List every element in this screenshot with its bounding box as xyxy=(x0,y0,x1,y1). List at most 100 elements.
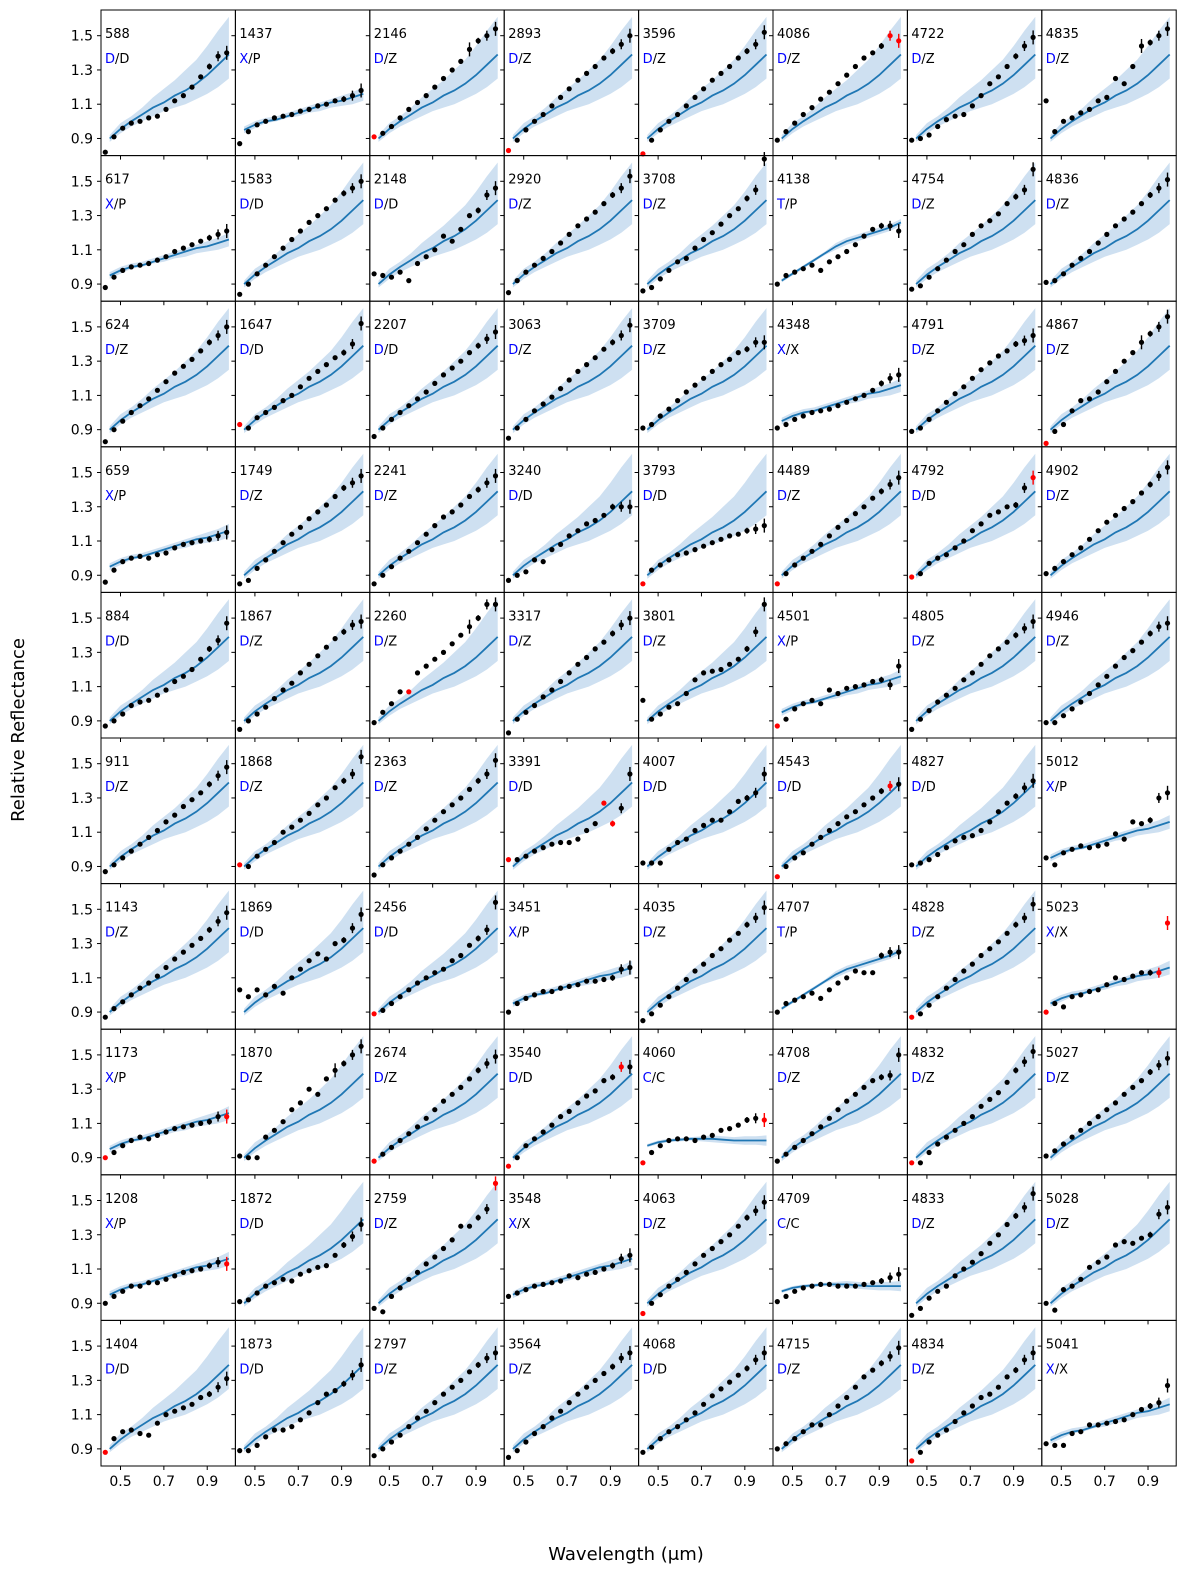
data-point xyxy=(358,1362,364,1368)
data-point xyxy=(657,860,663,866)
data-point xyxy=(1138,821,1145,827)
class-secondary: /D xyxy=(384,926,398,941)
y-tick-label: 0.9 xyxy=(71,1442,93,1458)
model-band xyxy=(647,890,767,1016)
data-point xyxy=(206,1119,212,1125)
data-point xyxy=(432,84,438,90)
data-point xyxy=(878,1278,885,1284)
data-point xyxy=(818,541,824,548)
data-point xyxy=(423,1115,429,1121)
data-point xyxy=(943,257,950,263)
data-point xyxy=(458,1084,464,1090)
data-point xyxy=(1060,850,1067,856)
data-point xyxy=(952,248,958,255)
data-point xyxy=(414,980,421,986)
data-point xyxy=(818,96,824,102)
y-tick-label: 1.3 xyxy=(71,354,93,370)
data-point xyxy=(575,1275,581,1281)
model-mean-line xyxy=(646,345,768,431)
data-point xyxy=(744,795,750,801)
data-point xyxy=(449,1384,455,1390)
data-point xyxy=(514,857,520,863)
x-tick-label: 0.9 xyxy=(1002,1474,1024,1490)
data-point xyxy=(180,673,186,679)
data-point xyxy=(1021,785,1028,791)
data-point xyxy=(224,228,230,234)
data-point xyxy=(1078,1276,1084,1282)
data-point xyxy=(852,968,859,974)
data-point xyxy=(584,521,590,527)
data-point xyxy=(423,93,429,99)
data-point xyxy=(1164,464,1171,470)
model-mean-line xyxy=(1049,636,1171,722)
data-point xyxy=(189,84,195,90)
flagged-point xyxy=(601,800,607,806)
data-point xyxy=(601,1370,607,1377)
class-primary: D xyxy=(911,926,921,941)
data-point xyxy=(198,348,204,354)
data-point xyxy=(978,661,984,667)
data-point xyxy=(371,271,377,277)
data-point xyxy=(1130,648,1136,654)
data-point xyxy=(146,697,152,703)
model-band xyxy=(244,453,364,579)
data-point xyxy=(349,1233,356,1240)
data-point xyxy=(961,968,967,974)
data-point xyxy=(649,1300,655,1306)
panel-class: X/P xyxy=(105,198,126,213)
data-point xyxy=(1130,1084,1136,1090)
data-point xyxy=(406,841,412,847)
data-point xyxy=(896,475,902,481)
data-point xyxy=(1004,639,1010,645)
data-point xyxy=(1013,1367,1019,1373)
data-point xyxy=(406,1131,412,1137)
data-point xyxy=(154,257,160,263)
data-point xyxy=(406,403,412,409)
data-point xyxy=(935,994,941,1000)
panel-id: 1869 xyxy=(239,901,272,916)
data-point xyxy=(701,236,707,243)
data-point xyxy=(297,524,303,530)
data-point xyxy=(254,1290,260,1296)
data-point xyxy=(358,178,364,184)
class-primary: T xyxy=(776,926,785,941)
data-point xyxy=(943,399,950,405)
data-point xyxy=(1147,630,1153,637)
data-point xyxy=(744,48,750,54)
data-point xyxy=(649,567,655,573)
data-point xyxy=(657,127,663,133)
flagged-point xyxy=(505,147,512,154)
data-point xyxy=(323,1263,329,1269)
data-point xyxy=(584,362,590,368)
data-point xyxy=(575,528,581,534)
data-point xyxy=(753,629,759,635)
panel-id: 5023 xyxy=(1046,901,1079,916)
data-point xyxy=(761,905,767,911)
data-point xyxy=(566,377,572,383)
data-point xyxy=(172,370,178,376)
data-point xyxy=(280,398,286,404)
panel-id: 1870 xyxy=(239,1046,272,1061)
data-point xyxy=(406,548,412,554)
y-tick-label: 1.5 xyxy=(71,1048,93,1064)
data-point xyxy=(475,1067,481,1073)
class-primary: X xyxy=(777,343,786,358)
data-point xyxy=(878,380,885,386)
data-point xyxy=(1052,129,1058,135)
data-point xyxy=(297,966,303,972)
panel-class: D/D xyxy=(239,198,263,213)
panel-id: 3708 xyxy=(643,173,676,188)
data-point xyxy=(475,38,481,44)
data-point xyxy=(692,1137,698,1144)
data-point xyxy=(215,1384,221,1390)
class-primary: D xyxy=(643,52,653,67)
class-primary: D xyxy=(911,1217,921,1232)
data-point xyxy=(371,872,377,878)
class-secondary: /Z xyxy=(787,489,800,504)
data-point xyxy=(735,1372,741,1378)
data-point xyxy=(154,552,160,558)
